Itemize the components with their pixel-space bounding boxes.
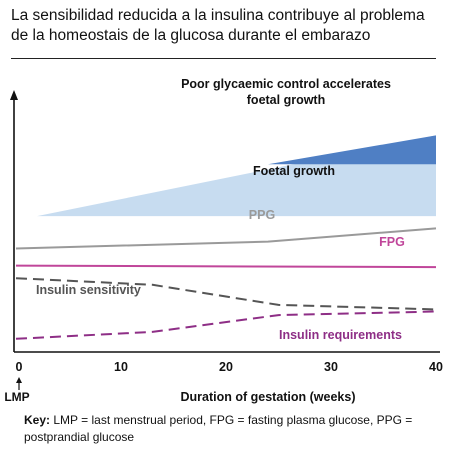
chart-title: La sensibilidad reducida a la insulina c… — [11, 7, 425, 44]
lmp-label: LMP — [4, 390, 29, 404]
series-label-insulin-requirements: Insulin requirements — [279, 328, 402, 342]
x-tick-layer: 0 10 20 30 40 — [16, 360, 443, 374]
x-tick-label: 20 — [219, 360, 233, 374]
y-axis-arrow — [10, 90, 18, 100]
x-tick-label: 0 — [16, 360, 23, 374]
area-poor-glycaemic-control-accelerates-foetal-growth — [268, 135, 436, 165]
key-label: Key: — [24, 413, 51, 427]
lmp-marker-arrow-head — [16, 377, 22, 383]
annotation-foetal-growth: foetal growth — [247, 93, 325, 107]
series-label-fpg: FPG — [379, 235, 405, 249]
area-layer — [37, 135, 436, 217]
x-tick-label: 40 — [429, 360, 443, 374]
series-fpg — [15, 264, 437, 269]
series-insulin-sensitivity — [15, 277, 437, 311]
area-label-foetal-growth: Foetal growth — [253, 164, 335, 178]
x-tick-label: 10 — [114, 360, 128, 374]
key-text: LMP = last menstrual period, FPG = fasti… — [24, 413, 413, 444]
annotation-poor-control: Poor glycaemic control accelerates — [181, 77, 391, 91]
axes — [10, 90, 440, 353]
line-layer — [15, 227, 437, 340]
x-axis-label: Duration of gestation (weeks) — [180, 390, 355, 404]
series-label-insulin-sensitivity: Insulin sensitivity — [36, 283, 141, 297]
series-ppg — [15, 227, 437, 250]
x-tick-label: 30 — [324, 360, 338, 374]
label-layer: LMP Duration of gestation (weeks) Poor gly… — [4, 77, 405, 404]
series-label-ppg: PPG — [249, 208, 275, 222]
series-insulin-requirements — [15, 310, 437, 340]
title-divider — [11, 58, 436, 59]
key-note: Key: LMP = last menstrual period, FPG = … — [24, 412, 444, 446]
